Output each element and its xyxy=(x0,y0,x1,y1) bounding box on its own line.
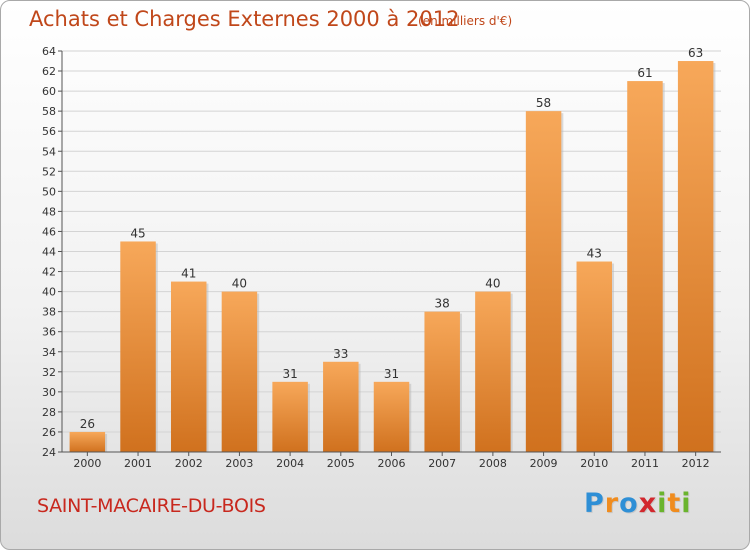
y-tick-label: 24 xyxy=(42,446,56,459)
y-tick-label: 40 xyxy=(42,286,56,299)
y-tick-label: 44 xyxy=(42,246,56,259)
bar-value-label: 43 xyxy=(587,247,602,261)
x-tick-label: 2002 xyxy=(175,457,203,470)
chart-title: Achats et Charges Externes 2000 à 2012 xyxy=(29,7,460,31)
bar xyxy=(627,81,663,452)
bar xyxy=(677,61,714,453)
bar xyxy=(69,431,106,452)
bar xyxy=(475,291,511,452)
bar xyxy=(221,291,258,452)
x-tick-label: 2008 xyxy=(479,457,507,470)
x-tick-label: 2011 xyxy=(631,457,659,470)
y-tick-label: 32 xyxy=(42,366,56,379)
bar-value-label: 61 xyxy=(637,66,652,80)
x-tick-label: 2012 xyxy=(682,457,710,470)
y-tick-label: 46 xyxy=(42,225,56,238)
bar xyxy=(373,381,410,452)
x-tick-label: 2007 xyxy=(428,457,456,470)
x-tick-label: 2010 xyxy=(580,457,608,470)
y-tick-label: 26 xyxy=(42,426,56,439)
logo-letter: o xyxy=(619,488,639,519)
y-tick-label: 38 xyxy=(42,306,56,319)
proxiti-logo: Proxiti xyxy=(584,488,692,519)
bar-value-label: 41 xyxy=(181,267,196,281)
axes: 24 26 28 30 32 34 36 38 40 42 44 46 48 50 52 54 56 58 60 62… xyxy=(42,45,721,470)
y-tick-label: 48 xyxy=(42,205,56,218)
bar-value-label: 40 xyxy=(485,277,500,291)
bar-value-label: 63 xyxy=(688,46,703,60)
bar-value-label: 45 xyxy=(130,226,145,240)
logo-letter: P xyxy=(584,488,605,519)
y-tick-label: 56 xyxy=(42,125,56,138)
y-tick-label: 50 xyxy=(42,185,56,198)
bar xyxy=(120,241,156,452)
bar-value-label: 31 xyxy=(282,367,297,381)
bars: 26 45 41 40 31 33 31 38 40 58 43 61 63 xyxy=(69,46,716,453)
logo-letter: i xyxy=(681,488,692,519)
bar xyxy=(424,311,460,452)
bar xyxy=(525,111,562,453)
y-tick-label: 60 xyxy=(42,85,56,98)
x-tick-label: 2000 xyxy=(73,457,101,470)
y-tick-label: 62 xyxy=(42,65,56,78)
bar-value-label: 38 xyxy=(435,297,450,311)
y-tick-label: 52 xyxy=(42,165,56,178)
x-tick-label: 2006 xyxy=(378,457,406,470)
logo-letter: r xyxy=(604,488,620,519)
bar xyxy=(576,261,613,452)
x-tick-label: 2003 xyxy=(225,457,253,470)
y-tick-label: 64 xyxy=(42,45,56,58)
bar xyxy=(323,361,359,452)
bar xyxy=(170,281,207,452)
y-tick-label: 36 xyxy=(42,326,56,339)
logo-letter: x xyxy=(638,488,658,519)
logo-letter: i xyxy=(657,488,668,519)
y-tick-label: 34 xyxy=(42,346,56,359)
y-tick-label: 42 xyxy=(42,266,56,279)
commune-name: SAINT-MACAIRE-DU-BOIS xyxy=(37,495,266,517)
chart-unit: (en milliers d'€) xyxy=(418,14,513,28)
y-tick-label: 54 xyxy=(42,145,56,158)
bar-value-label: 40 xyxy=(232,277,247,291)
x-tick-label: 2009 xyxy=(530,457,558,470)
bar xyxy=(272,381,308,452)
bar-value-label: 26 xyxy=(80,417,95,431)
bar-value-label: 58 xyxy=(536,96,551,110)
x-tick-label: 2004 xyxy=(276,457,304,470)
bar-value-label: 31 xyxy=(384,367,399,381)
bar-value-label: 33 xyxy=(333,347,348,361)
y-tick-label: 28 xyxy=(42,406,56,419)
logo-letter: t xyxy=(667,488,682,519)
y-tick-label: 58 xyxy=(42,105,56,118)
x-tick-label: 2005 xyxy=(327,457,355,470)
x-tick-label: 2001 xyxy=(124,457,152,470)
y-tick-label: 30 xyxy=(42,386,56,399)
